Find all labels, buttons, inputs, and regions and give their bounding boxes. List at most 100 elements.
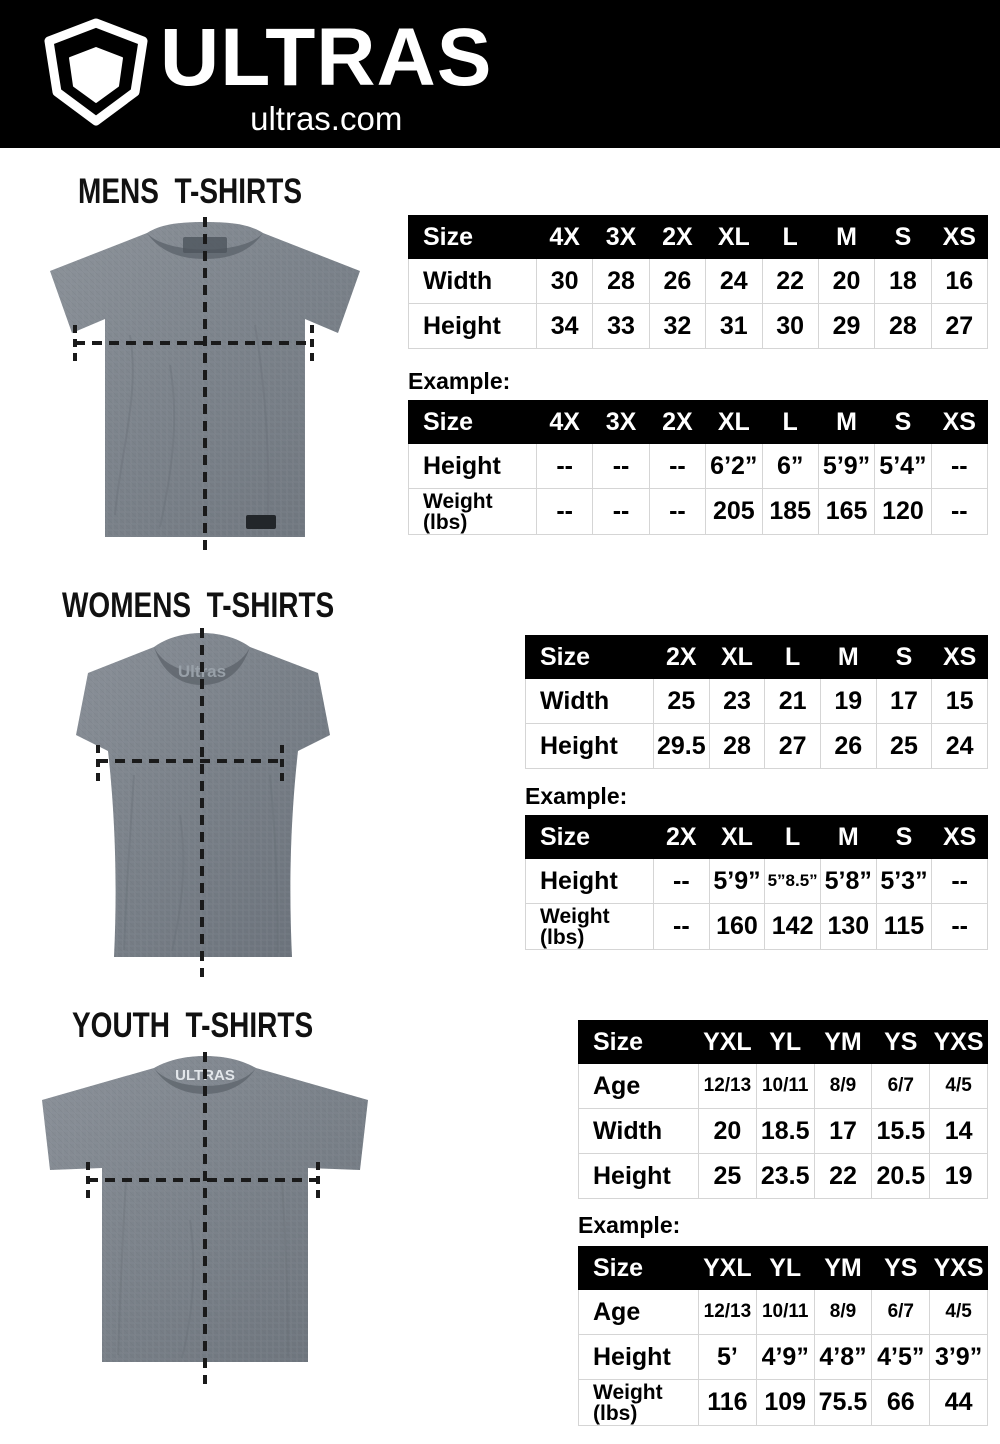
cell: 25 bbox=[653, 678, 710, 724]
cell: 32 bbox=[648, 303, 707, 349]
mens-tshirt-illustration bbox=[20, 215, 390, 555]
cell: 26 bbox=[648, 258, 707, 304]
table-row: Age 12/13 10/11 8/9 6/7 4/5 bbox=[578, 1063, 988, 1109]
cell: 8/9 bbox=[813, 1289, 873, 1335]
cell: 21 bbox=[764, 678, 821, 724]
cell: 44 bbox=[929, 1379, 988, 1426]
cell: 4’8” bbox=[813, 1334, 873, 1380]
table-header-row: Size 2X XL L M S XS bbox=[525, 815, 988, 859]
table-header-row: Size YXL YL YM YS YXS bbox=[578, 1020, 988, 1064]
cell: 5’9” bbox=[817, 443, 876, 489]
youth-example-table: Size YXL YL YM YS YXS Age 12/13 10/11 8/… bbox=[578, 1246, 988, 1426]
col-header: XS bbox=[930, 215, 989, 259]
cell: 25 bbox=[698, 1153, 757, 1199]
cell: 28 bbox=[874, 303, 932, 349]
cell: 5’ bbox=[698, 1334, 757, 1380]
table-row: Height 34 33 32 31 30 29 28 27 bbox=[408, 303, 989, 349]
cell: 27 bbox=[764, 723, 821, 769]
col-header: S bbox=[874, 400, 932, 444]
table-row: Height 29.5 28 27 26 25 24 bbox=[525, 723, 988, 769]
col-header: XS bbox=[931, 635, 988, 679]
cell: 20 bbox=[817, 258, 876, 304]
col-header: 4X bbox=[535, 215, 594, 259]
mens-example-label: Example: bbox=[408, 368, 511, 394]
cell: -- bbox=[535, 443, 594, 489]
cell: -- bbox=[931, 903, 988, 950]
cell: -- bbox=[535, 488, 594, 535]
row-label: Height bbox=[578, 1153, 699, 1199]
cell: 20 bbox=[698, 1108, 757, 1154]
cell: 24 bbox=[931, 723, 988, 769]
youth-size-table: Size YXL YL YM YS YXS Age 12/13 10/11 8/… bbox=[578, 1020, 988, 1199]
cell: -- bbox=[592, 443, 650, 489]
cell: 185 bbox=[761, 488, 819, 535]
table-row: Height 5’ 4’9” 4’8” 4’5” 3’9” bbox=[578, 1334, 988, 1380]
row-label: Height bbox=[408, 443, 537, 489]
col-header: Size bbox=[408, 400, 537, 444]
col-header: 2X bbox=[648, 400, 707, 444]
cell: 30 bbox=[535, 258, 594, 304]
cell: 29.5 bbox=[653, 723, 710, 769]
col-header: YS bbox=[871, 1246, 931, 1290]
youth-tshirt-illustration: ULTRAS bbox=[30, 1050, 380, 1390]
cell: 23 bbox=[708, 678, 766, 724]
col-header: S bbox=[875, 635, 933, 679]
cell: 120 bbox=[874, 488, 932, 535]
col-header: M bbox=[817, 400, 876, 444]
cell: 27 bbox=[930, 303, 989, 349]
col-header: Size bbox=[408, 215, 537, 259]
cell: 19 bbox=[819, 678, 877, 724]
page-header-banner: ULTRAS ultras.com bbox=[0, 0, 1000, 148]
col-header: S bbox=[874, 215, 932, 259]
table-row: Weight (lbs) -- -- -- 205 185 165 120 -- bbox=[408, 488, 989, 535]
cell: 6’2” bbox=[705, 443, 763, 489]
col-header: YL bbox=[755, 1246, 815, 1290]
cell: 28 bbox=[592, 258, 650, 304]
womens-tshirt-illustration: Ultras bbox=[30, 625, 380, 985]
brand-lockup: ULTRAS ultras.com bbox=[40, 16, 492, 136]
col-header: YXL bbox=[698, 1020, 757, 1064]
cell: 28 bbox=[708, 723, 766, 769]
cell: 6/7 bbox=[871, 1063, 931, 1109]
cell: 109 bbox=[755, 1379, 815, 1426]
shield-pentagon-icon bbox=[40, 16, 152, 128]
womens-example-table: Size 2X XL L M S XS Height -- 5’9” 5”8.5… bbox=[525, 815, 988, 950]
table-header-row: Size 2X XL L M S XS bbox=[525, 635, 988, 679]
col-header: XL bbox=[708, 815, 766, 859]
table-row: Width 30 28 26 24 22 20 18 16 bbox=[408, 258, 989, 304]
cell: -- bbox=[653, 858, 710, 904]
col-header: XS bbox=[930, 400, 989, 444]
cell: 5’4” bbox=[874, 443, 932, 489]
cell: 115 bbox=[875, 903, 933, 950]
col-header: YXL bbox=[698, 1246, 757, 1290]
col-header: YS bbox=[871, 1020, 931, 1064]
col-header: YM bbox=[813, 1020, 873, 1064]
col-header: Size bbox=[525, 815, 654, 859]
cell: 75.5 bbox=[813, 1379, 873, 1426]
cell: 31 bbox=[705, 303, 763, 349]
mens-size-table: Size 4X 3X 2X XL L M S XS Width 30 28 26… bbox=[408, 215, 989, 349]
cell: 24 bbox=[705, 258, 763, 304]
cell: 5’9” bbox=[708, 858, 766, 904]
cell: -- bbox=[592, 488, 650, 535]
col-header: Size bbox=[578, 1020, 699, 1064]
col-header: M bbox=[819, 815, 877, 859]
cell: 6” bbox=[761, 443, 819, 489]
cell: 205 bbox=[705, 488, 763, 535]
table-row: Width 25 23 21 19 17 15 bbox=[525, 678, 988, 724]
cell: 6/7 bbox=[871, 1289, 931, 1335]
col-header: 4X bbox=[535, 400, 594, 444]
table-header-row: Size 4X 3X 2X XL L M S XS bbox=[408, 215, 989, 259]
cell: 12/13 bbox=[698, 1289, 757, 1335]
cell: 5’3” bbox=[875, 858, 933, 904]
section-heading-womens: WOMENS T-SHIRTS bbox=[62, 586, 335, 625]
section-heading-youth: YOUTH T-SHIRTS bbox=[72, 1006, 314, 1045]
brand-url: ultras.com bbox=[250, 100, 403, 137]
cell: 26 bbox=[819, 723, 877, 769]
row-label: Height bbox=[578, 1334, 699, 1380]
col-header: XS bbox=[931, 815, 988, 859]
cell: -- bbox=[930, 443, 989, 489]
cell: 10/11 bbox=[755, 1063, 815, 1109]
cell: 66 bbox=[871, 1379, 931, 1426]
table-header-row: Size YXL YL YM YS YXS bbox=[578, 1246, 988, 1290]
